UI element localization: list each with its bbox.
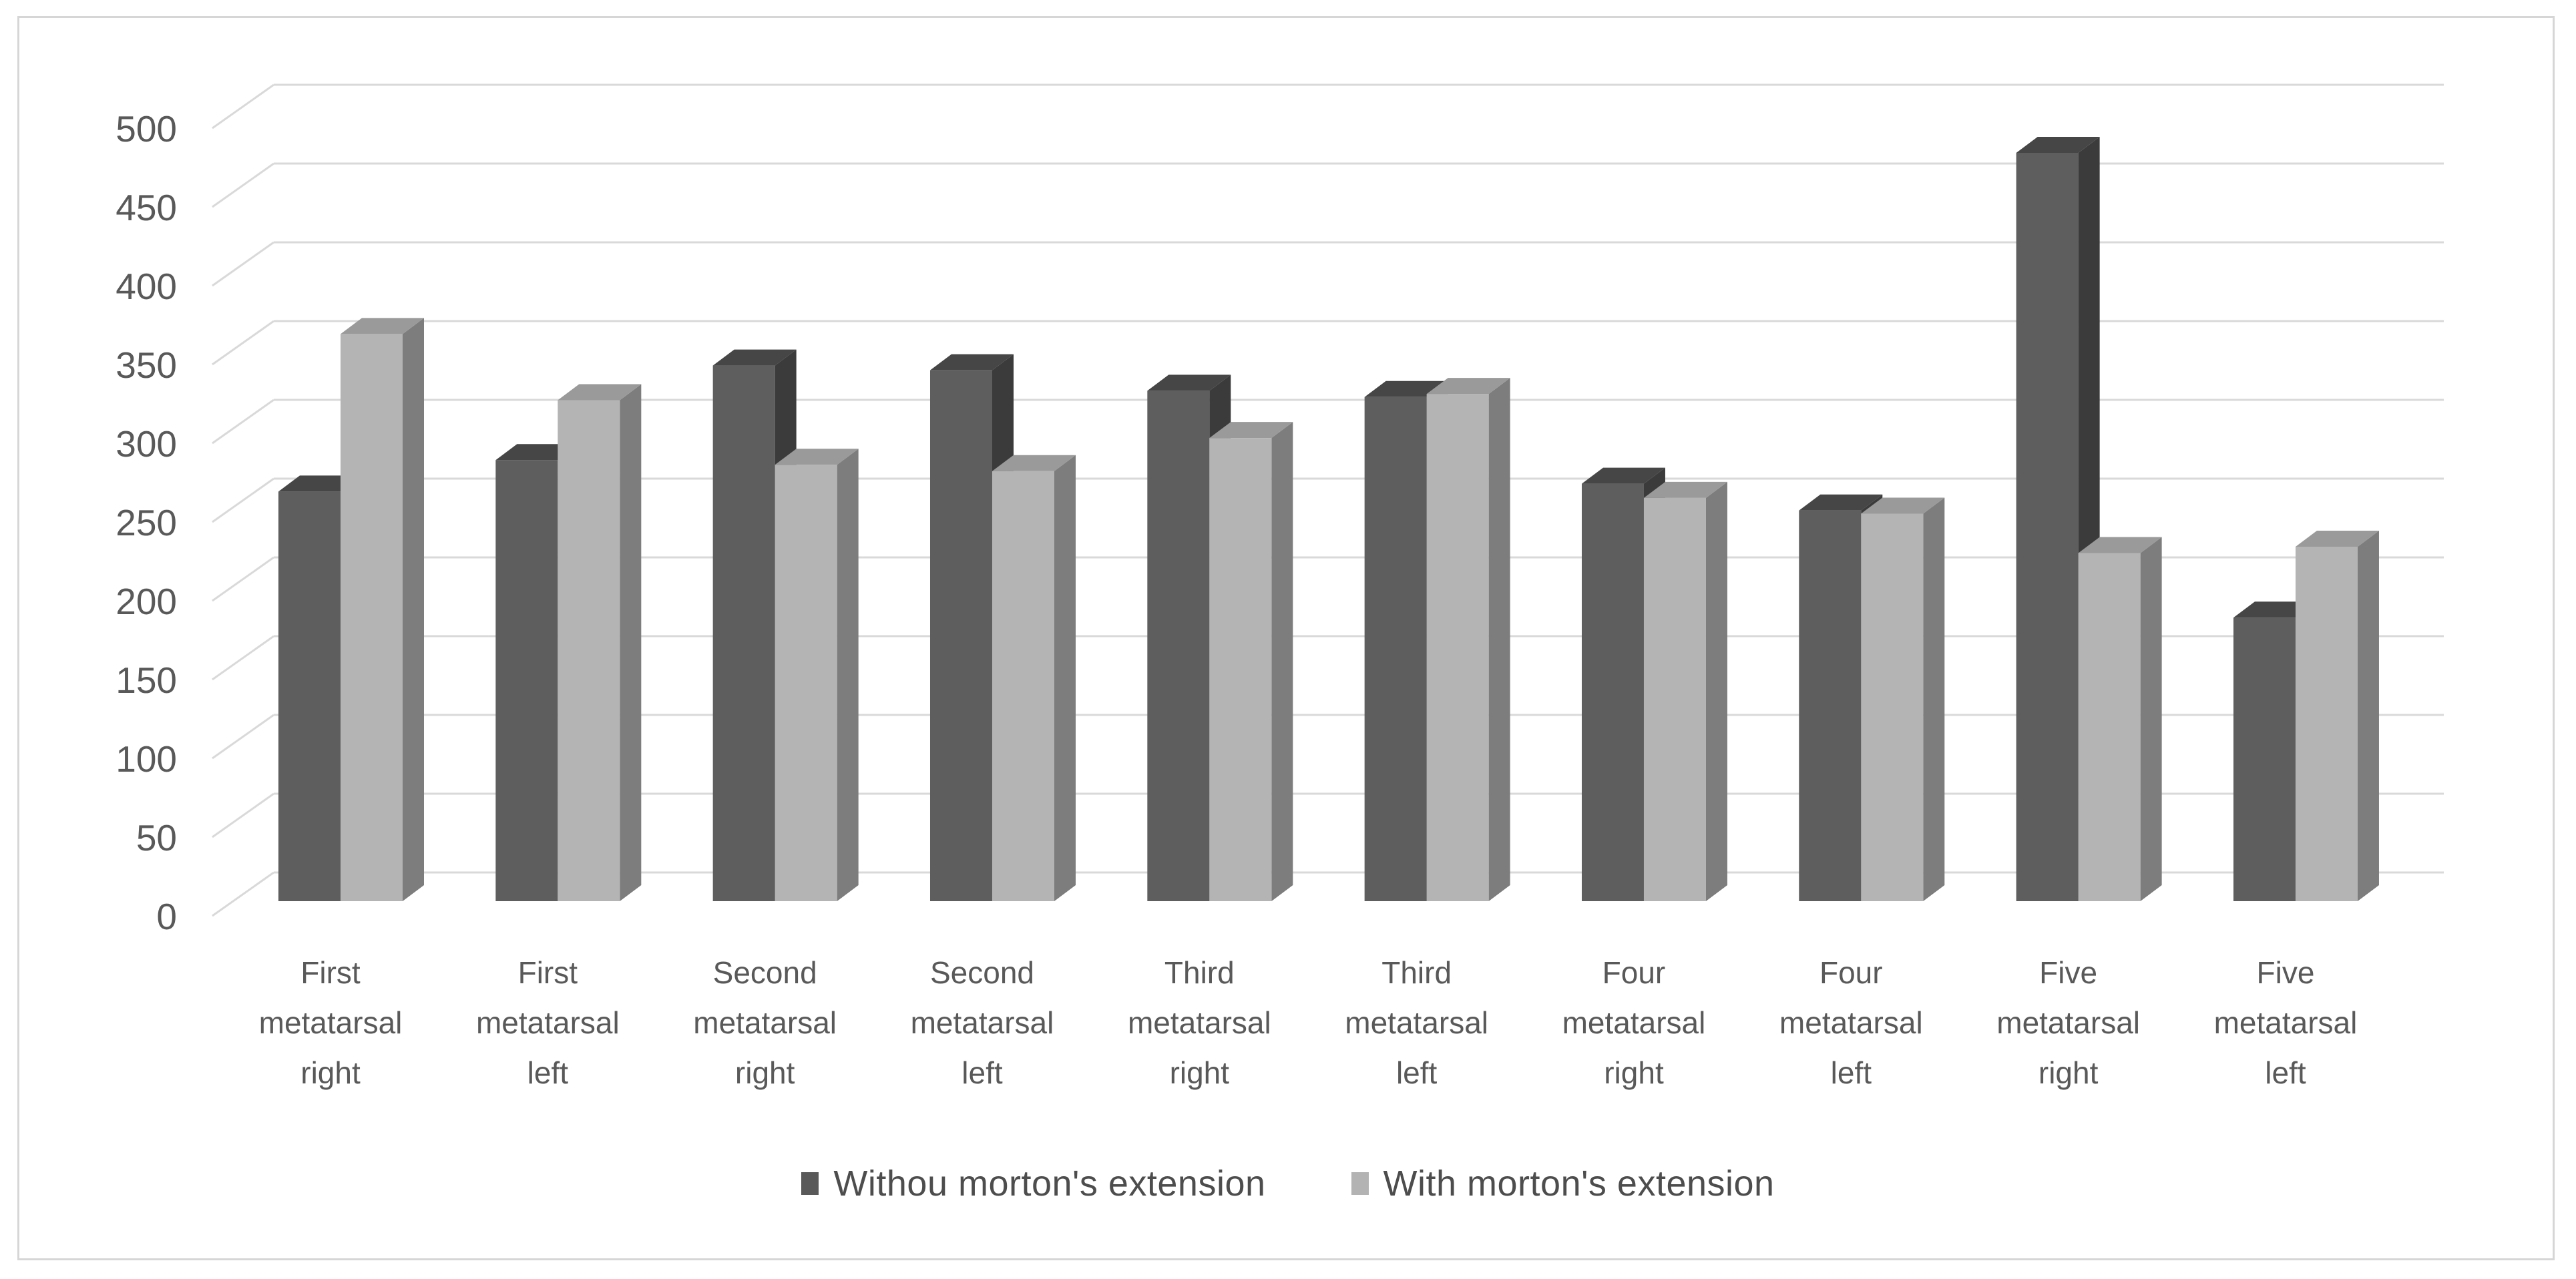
- legend-label-without-extension: Withou morton's extension: [833, 1164, 1266, 1204]
- gridline-tick-diagonal: [212, 399, 274, 445]
- y-axis-tick-label: 350: [116, 344, 177, 386]
- bar-front-face: [2078, 553, 2141, 901]
- bar-side-face: [1705, 481, 1727, 901]
- bar-front-face: [712, 365, 775, 901]
- y-axis-tick-label: 250: [116, 502, 177, 543]
- bar-top-face: [2016, 137, 2100, 153]
- bar-top-face: [929, 354, 1014, 370]
- gridline-tick-diagonal: [212, 477, 274, 523]
- bar-front-face: [1643, 497, 1706, 901]
- bar-top-face: [992, 455, 1076, 471]
- bar-front-face: [1209, 438, 1272, 901]
- gridline-tick-diagonal: [212, 714, 274, 760]
- gridline-tick-diagonal: [212, 162, 274, 208]
- x-axis-category-label: Five metatarsal right: [1996, 955, 2140, 1090]
- bar-top-face: [1147, 374, 1231, 391]
- gridline-tick-diagonal: [212, 871, 274, 917]
- bar-front-face: [2295, 547, 2358, 901]
- x-axis-category-label: First metatarsal left: [476, 955, 620, 1090]
- bar-front-face: [1581, 483, 1644, 901]
- bar-top-face: [712, 349, 797, 366]
- y-axis-tick-label: 200: [116, 581, 177, 622]
- x-axis-category-label: Second metatarsal right: [693, 955, 837, 1090]
- chart-legend: Withou morton's extension With morton's …: [0, 1163, 2576, 1204]
- y-axis-tick-label: 300: [116, 423, 177, 465]
- bar-front-face: [992, 471, 1054, 901]
- y-axis-tick-label: 100: [116, 738, 177, 780]
- bar-top-face: [1426, 378, 1510, 395]
- bar-front-face: [495, 460, 558, 901]
- bar-front-face: [1426, 394, 1489, 901]
- y-axis-tick-label: 150: [116, 660, 177, 701]
- x-axis-category-label: Four metatarsal right: [1562, 955, 1706, 1090]
- bar-side-face: [1054, 455, 1076, 901]
- bar-front-face: [1861, 513, 1924, 901]
- bar-front-face: [1364, 397, 1427, 901]
- bar-top-face: [1581, 467, 1665, 484]
- bar-top-face: [1643, 481, 1727, 498]
- x-axis-category-label: Third metatarsal left: [1345, 955, 1488, 1090]
- bar-side-face: [1271, 422, 1293, 901]
- bar-top-face: [341, 318, 424, 334]
- bar-front-face: [1799, 510, 1862, 901]
- bar-front-face: [2016, 153, 2079, 901]
- x-axis-category-label: Second metatarsal left: [911, 955, 1054, 1090]
- x-axis-category-label: Five metatarsal left: [2214, 955, 2358, 1090]
- legend-swatch-without-extension: [801, 1172, 819, 1195]
- bar-side-face: [1488, 378, 1510, 901]
- gridline-tick-diagonal: [212, 320, 274, 366]
- y-axis-tick-label: 500: [116, 108, 177, 150]
- y-axis-tick-label: 400: [116, 266, 177, 307]
- bar-side-face: [837, 449, 859, 901]
- legend-item-with-extension: With morton's extension: [1351, 1163, 1775, 1204]
- bar-front-face: [341, 334, 403, 901]
- bar-side-face: [2140, 537, 2162, 901]
- gridline-tick-diagonal: [212, 241, 274, 287]
- bar-top-face: [2078, 537, 2162, 553]
- x-axis-category-label: Third metatarsal right: [1128, 955, 1271, 1090]
- gridline-tick-diagonal: [212, 556, 274, 602]
- bar-side-face: [620, 384, 642, 901]
- bar-top-face: [1799, 494, 1883, 511]
- bar-side-face: [2357, 531, 2379, 901]
- bar-front-face: [775, 465, 837, 901]
- gridline-tick-diagonal: [212, 83, 274, 130]
- legend-swatch-with-extension: [1351, 1172, 1369, 1195]
- x-axis-category-label: First metatarsal right: [259, 955, 403, 1090]
- y-axis-tick-label: 0: [156, 896, 177, 937]
- bar-top-face: [1861, 497, 1945, 514]
- bar-front-face: [558, 400, 620, 901]
- legend-label-with-extension: With morton's extension: [1383, 1164, 1775, 1204]
- bar-top-face: [2295, 531, 2379, 547]
- bar-top-face: [1364, 380, 1448, 397]
- bar-front-face: [929, 370, 992, 901]
- y-axis-tick-label: 450: [116, 187, 177, 228]
- y-axis-tick-label: 50: [136, 817, 177, 858]
- bar-front-face: [2233, 617, 2296, 901]
- legend-item-without-extension: Withou morton's extension: [801, 1163, 1265, 1204]
- bar-top-face: [558, 384, 642, 401]
- bar-top-face: [775, 449, 859, 465]
- bar-side-face: [1923, 497, 1945, 901]
- gridline-tick-diagonal: [212, 635, 274, 681]
- bar-top-face: [1209, 422, 1293, 439]
- bar-side-face: [403, 318, 424, 901]
- x-axis-category-label: Four metatarsal left: [1779, 955, 1923, 1090]
- bar-front-face: [1147, 391, 1210, 901]
- bar-front-face: [278, 491, 341, 901]
- gridline-tick-diagonal: [212, 792, 274, 838]
